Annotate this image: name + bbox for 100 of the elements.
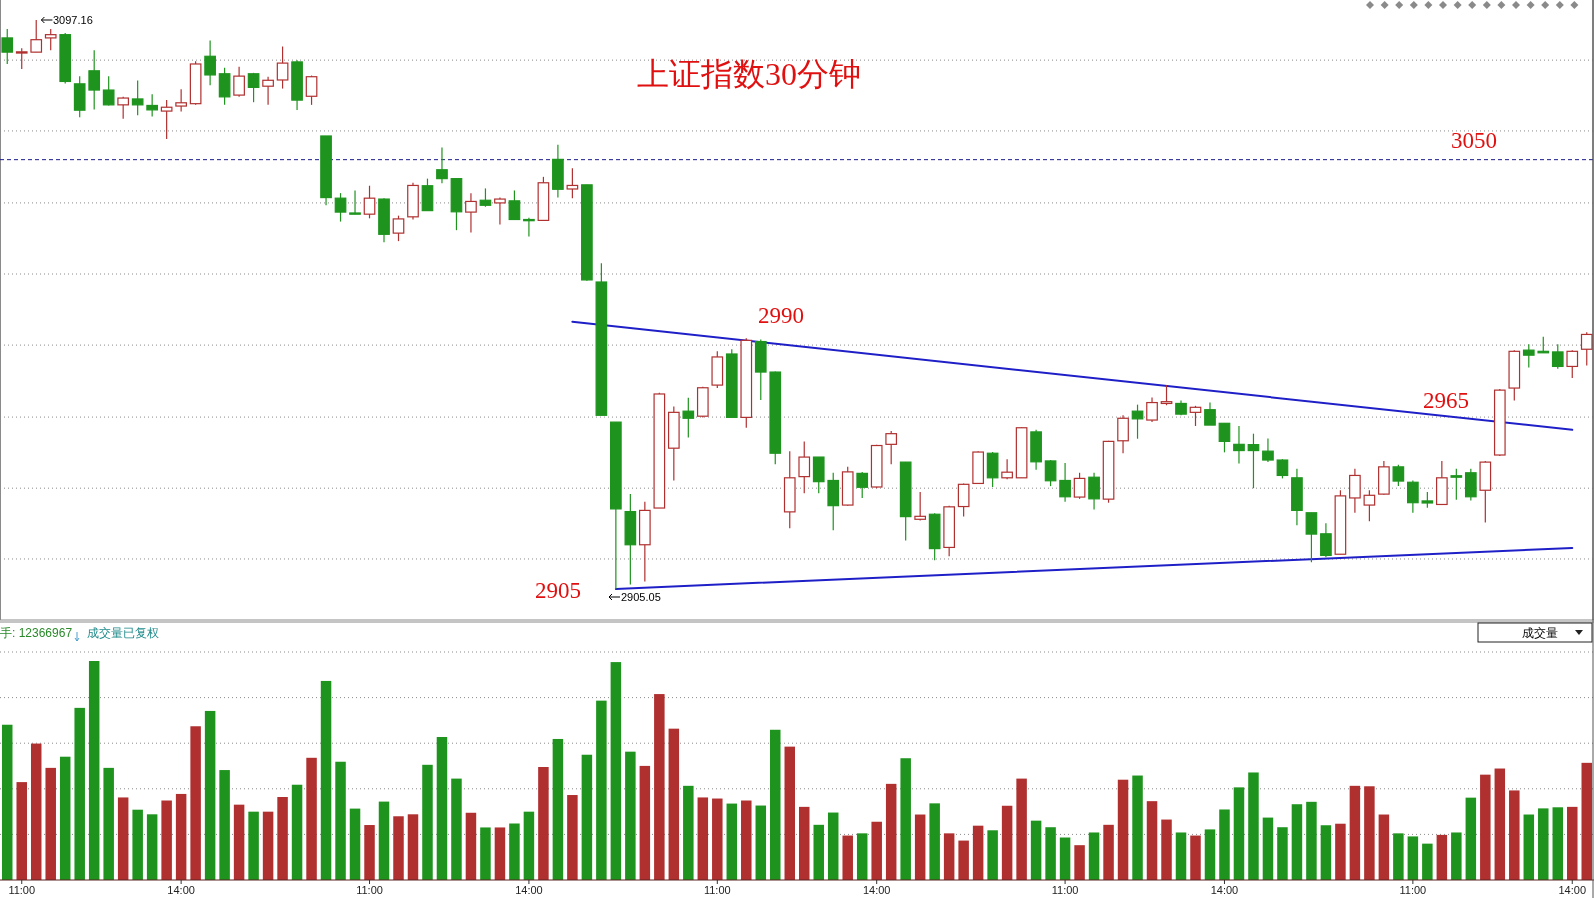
candlestick [1305, 512, 1318, 563]
bar [74, 707, 85, 880]
bar [552, 738, 564, 880]
bar [1175, 832, 1187, 880]
bar [45, 767, 56, 880]
bar [1248, 772, 1259, 880]
candlestick [131, 79, 144, 116]
bar [799, 806, 810, 880]
bar [59, 756, 71, 880]
candlestick [1, 28, 14, 65]
candlestick [1189, 405, 1202, 427]
text: 上证指数30分钟 [637, 56, 861, 92]
bar [929, 803, 940, 880]
bar [1088, 832, 1100, 880]
candlestick [465, 192, 477, 234]
candlestick [1580, 331, 1593, 367]
bar [741, 800, 752, 880]
candlestick [1204, 401, 1216, 426]
x-tick-label: 11:00 [8, 884, 36, 896]
candlestick [363, 185, 376, 219]
bar [538, 767, 549, 880]
ref-line-label: 3050 [1451, 127, 1497, 153]
candlestick [262, 76, 274, 106]
bar [480, 827, 491, 880]
candlestick [247, 72, 260, 103]
bar [349, 808, 361, 880]
candlestick [1001, 458, 1013, 480]
x-tick-label: 11:00 [703, 884, 731, 896]
candlestick [276, 45, 289, 90]
bar [856, 833, 868, 880]
candlestick [1233, 425, 1245, 465]
bar [726, 803, 738, 880]
bar [88, 661, 100, 880]
x-tick-label: 14:00 [1558, 884, 1587, 896]
candlestick [1247, 433, 1260, 489]
candlestick [334, 192, 347, 223]
bar [1320, 825, 1332, 880]
bar [625, 751, 636, 880]
candlestick [1088, 472, 1100, 511]
bar [103, 767, 114, 880]
bar [1349, 785, 1361, 880]
bar [1262, 817, 1274, 880]
bar [16, 782, 27, 880]
candlestick [1059, 462, 1071, 503]
bar [465, 812, 477, 880]
bar [1494, 768, 1506, 880]
bar [639, 765, 651, 880]
bar [668, 728, 680, 880]
candlestick [1146, 396, 1158, 423]
text: 手: 12366967 [0, 626, 73, 640]
bar [581, 754, 593, 880]
candlestick [1218, 422, 1231, 453]
bar [1132, 775, 1143, 880]
annotation: 2905.05 [621, 591, 661, 603]
bar [451, 778, 462, 880]
bar [1161, 819, 1172, 880]
bar [1306, 801, 1317, 880]
bar [1291, 804, 1303, 880]
candlestick [1551, 343, 1564, 370]
candlestick [88, 49, 101, 111]
bar [1436, 834, 1448, 880]
candlestick [914, 491, 927, 522]
bar [827, 812, 839, 880]
bar [683, 785, 694, 880]
candlestick [856, 471, 869, 499]
bar [248, 811, 259, 880]
bar [784, 746, 796, 880]
bar [712, 798, 723, 880]
bar [132, 809, 143, 880]
candlestick [1349, 468, 1361, 514]
candlestick [957, 482, 970, 518]
bar [972, 825, 984, 880]
bar [654, 694, 665, 880]
bar [842, 835, 853, 880]
candlestick [494, 196, 506, 226]
bar [277, 797, 288, 880]
candlestick [392, 215, 405, 242]
candlestick [30, 19, 43, 53]
bar [146, 814, 158, 880]
bar [1407, 836, 1419, 880]
text: 成交量 [1522, 626, 1558, 640]
bar [958, 840, 969, 880]
bar [1074, 845, 1085, 880]
candlestick [1131, 404, 1144, 440]
bar [697, 797, 709, 880]
candlestick [15, 47, 28, 70]
bar [1219, 809, 1230, 880]
x-tick-label: 11:00 [1051, 884, 1079, 896]
candlestick [1392, 464, 1405, 487]
candlestick [566, 167, 579, 199]
bar [755, 805, 767, 880]
annotation: 2965 [1423, 388, 1469, 413]
candlestick [1160, 384, 1173, 406]
bar [1016, 778, 1027, 880]
bar [770, 729, 781, 880]
bar [1059, 837, 1071, 880]
bar [378, 801, 390, 880]
candlestick [508, 189, 521, 221]
bar [871, 821, 882, 880]
bar [306, 757, 317, 880]
